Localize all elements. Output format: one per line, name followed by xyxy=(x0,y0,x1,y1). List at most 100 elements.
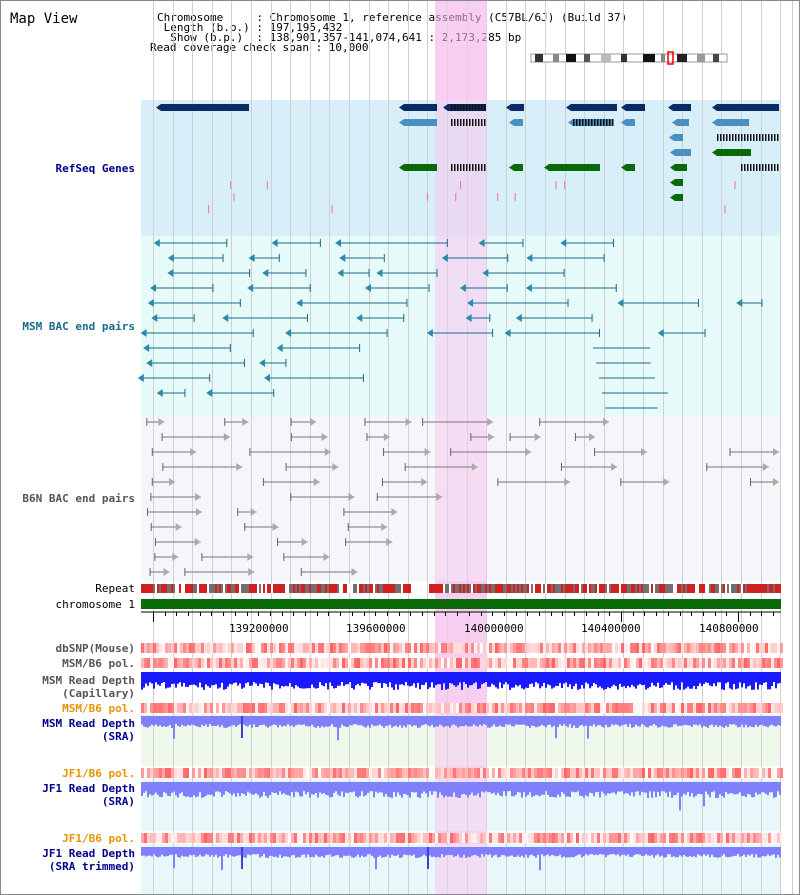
msm-depth-cap-bar xyxy=(389,672,391,683)
jf1-b6-pol-heat xyxy=(192,833,195,843)
track-label-b6n-bac[interactable]: B6N BAC end pairs xyxy=(22,492,135,505)
repeat-block xyxy=(295,584,297,593)
b6n-bac-end xyxy=(364,418,366,426)
msm-depth-sra-bar xyxy=(561,716,563,727)
jf1-depth-trim-bar xyxy=(491,847,493,858)
msm-b6-pol-heat xyxy=(219,658,222,668)
jf1-depth-sra-bar xyxy=(525,782,527,797)
msm-depth-cap-bar xyxy=(451,672,453,684)
msm-b6-pol-heat xyxy=(210,658,213,668)
b6n-bac-end xyxy=(272,523,279,531)
jf1-b6-pol-heat xyxy=(753,768,756,778)
jf1-depth-sra-bar xyxy=(395,782,397,797)
msm-depth-sra-bar xyxy=(453,716,455,725)
dbsnp-heat xyxy=(645,643,648,653)
refseq-minor-mark xyxy=(555,181,557,189)
msm-b6-pol-heat xyxy=(477,658,480,668)
jf1-depth-trim-bar xyxy=(689,847,691,856)
jf1-b6-pol-heat xyxy=(453,833,456,843)
repeat-block xyxy=(703,584,705,593)
repeat-block xyxy=(387,584,389,593)
msm-depth-sra-bar xyxy=(197,716,199,727)
msm-b6-pol-heat xyxy=(564,703,567,713)
jf1-depth-trim-bar xyxy=(475,847,477,856)
msm-bac-end xyxy=(657,329,664,337)
dbsnp-heat xyxy=(453,643,456,653)
msm-depth-cap-bar xyxy=(349,672,351,683)
jf1-depth-trim-bar xyxy=(465,847,467,858)
msm-bac-end xyxy=(492,329,494,337)
repeat-block xyxy=(609,584,611,593)
jf1-b6-pol-heat xyxy=(405,768,408,778)
msm-depth-cap-bar xyxy=(445,672,447,690)
msm-b6-pol-heat xyxy=(474,703,477,713)
msm-depth-sra-bar xyxy=(483,716,485,725)
msm-b6-pol-heat xyxy=(165,658,168,668)
repeat-block xyxy=(177,584,179,593)
jf1-b6-pol-heat xyxy=(255,833,258,843)
msm-b6-pol-heat xyxy=(663,658,666,668)
jf1-b6-pol-heat xyxy=(780,768,783,778)
jf1-depth-sra-bar xyxy=(397,782,399,793)
dbsnp-heat xyxy=(261,643,264,653)
repeat-block xyxy=(563,584,565,593)
track-label-refseq[interactable]: RefSeq Genes xyxy=(55,162,135,175)
jf1-depth-sra-bar xyxy=(259,782,261,798)
msm-b6-pol-heat xyxy=(480,658,483,668)
msm-depth-sra-bar xyxy=(557,716,559,728)
jf1-depth-sra-bar xyxy=(595,782,597,793)
jf1-depth-trim-bar xyxy=(703,847,705,855)
repeat-block xyxy=(463,584,465,593)
gene-feature xyxy=(549,164,600,171)
msm-b6-pol-heat xyxy=(399,658,402,668)
b6n-bac-end xyxy=(244,523,246,531)
track-label-jf1-b6-pol: JF1/B6 pol. xyxy=(62,767,135,780)
jf1-b6-pol-heat xyxy=(438,768,441,778)
msm-b6-pol-heat xyxy=(333,658,336,668)
msm-depth-sra-bar xyxy=(283,716,285,726)
msm-depth-sra-bar xyxy=(271,716,273,726)
jf1-b6-pol-heat xyxy=(660,833,663,843)
msm-depth-cap-bar xyxy=(541,672,543,687)
repeat-block xyxy=(243,584,245,593)
jf1-depth-sra-bar xyxy=(431,782,433,795)
jf1-depth-trim-bar xyxy=(751,847,753,855)
repeat-block xyxy=(183,584,185,593)
jf1-depth-trim-bar xyxy=(395,847,397,856)
jf1-depth-sra-bar xyxy=(303,782,305,792)
jf1-depth-trim-bar xyxy=(161,847,163,855)
track-label-jf1-depth-sra: JF1 Read Depth xyxy=(42,782,135,795)
gene-strand-arrow xyxy=(621,104,626,111)
jf1-b6-pol-heat xyxy=(546,833,549,843)
track-label-msm-bac[interactable]: MSM BAC end pairs xyxy=(22,320,135,333)
msm-depth-sra-bar xyxy=(311,716,313,725)
repeat-block xyxy=(375,584,377,593)
jf1-b6-pol-heat xyxy=(276,833,279,843)
dbsnp-heat xyxy=(528,643,531,653)
jf1-depth-sra-bar xyxy=(353,782,355,792)
msm-depth-sra-bar xyxy=(611,716,613,725)
msm-depth-sra-bar xyxy=(549,716,551,725)
msm-b6-pol-heat xyxy=(717,658,720,668)
gene-exon xyxy=(747,134,749,141)
jf1-depth-trim-bar xyxy=(209,847,211,857)
dbsnp-heat xyxy=(324,643,327,653)
jf1-depth-trim-bar xyxy=(697,847,699,855)
jf1-depth-sra-bar xyxy=(333,782,335,794)
msm-depth-sra-bar xyxy=(761,716,763,725)
jf1-depth-trim-bar xyxy=(425,847,427,857)
msm-b6-pol-heat xyxy=(645,658,648,668)
repeat-block xyxy=(673,584,675,593)
msm-depth-sra-bar xyxy=(767,716,769,728)
msm-depth-cap-bar xyxy=(245,672,247,684)
msm-b6-pol-heat xyxy=(243,658,246,668)
repeat-block xyxy=(763,584,765,593)
msm-b6-pol-heat xyxy=(420,703,423,713)
msm-depth-cap-bar xyxy=(619,672,621,684)
repeat-block xyxy=(291,584,293,593)
msm-b6-pol-heat xyxy=(657,703,660,713)
gene-exon xyxy=(771,134,773,141)
msm-depth-sra-bar xyxy=(641,716,643,725)
msm-depth-cap-bar xyxy=(161,672,163,684)
